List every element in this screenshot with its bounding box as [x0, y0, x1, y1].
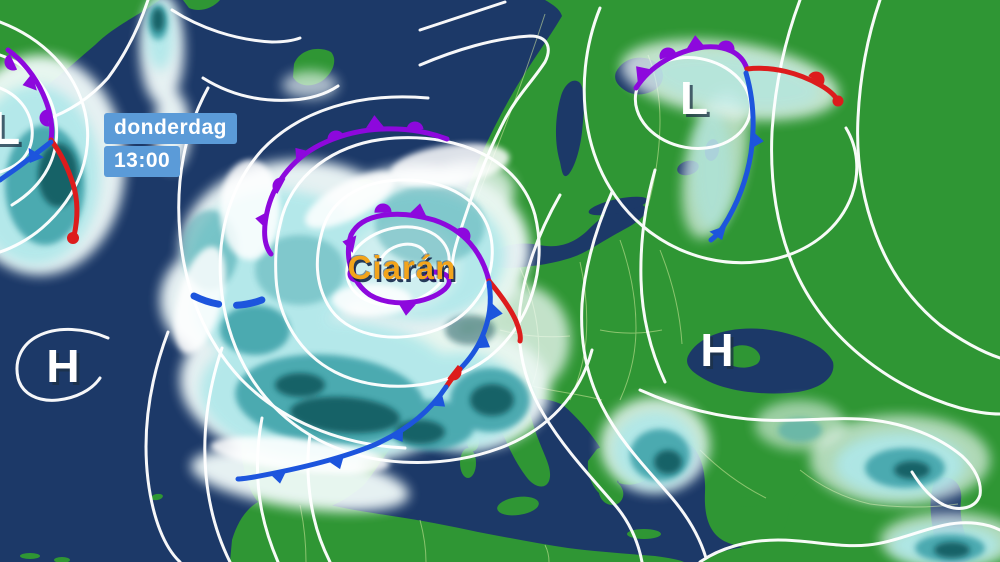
cold-front-west: [0, 139, 54, 183]
occluded-front-russia: [633, 35, 750, 91]
black-sea: [687, 328, 834, 394]
occluded-front-outer: [255, 115, 450, 257]
cyprus: [736, 497, 760, 507]
occluded-front-spiral: [342, 203, 492, 316]
crimea: [724, 345, 761, 368]
cold-front-russia: [708, 70, 764, 243]
gulf-of-bothnia: [555, 80, 584, 177]
greenland-tip: [183, 0, 220, 11]
warm-front-russia: [744, 65, 844, 107]
africa: [230, 496, 684, 562]
small-island-1: [151, 493, 163, 501]
trough-line: [190, 288, 282, 309]
fronts-layer: [0, 35, 844, 484]
warm-front-ciaran: [486, 278, 523, 344]
small-island-3: [54, 557, 70, 562]
small-island-2: [20, 553, 40, 559]
cold-front-ciaran-lower: [235, 384, 449, 484]
sicily: [497, 496, 539, 516]
warm-front-west: [48, 137, 80, 244]
sardinia: [460, 448, 476, 478]
occluded-front-west: [4, 47, 55, 143]
cold-front-ciaran-upper: [457, 280, 503, 372]
